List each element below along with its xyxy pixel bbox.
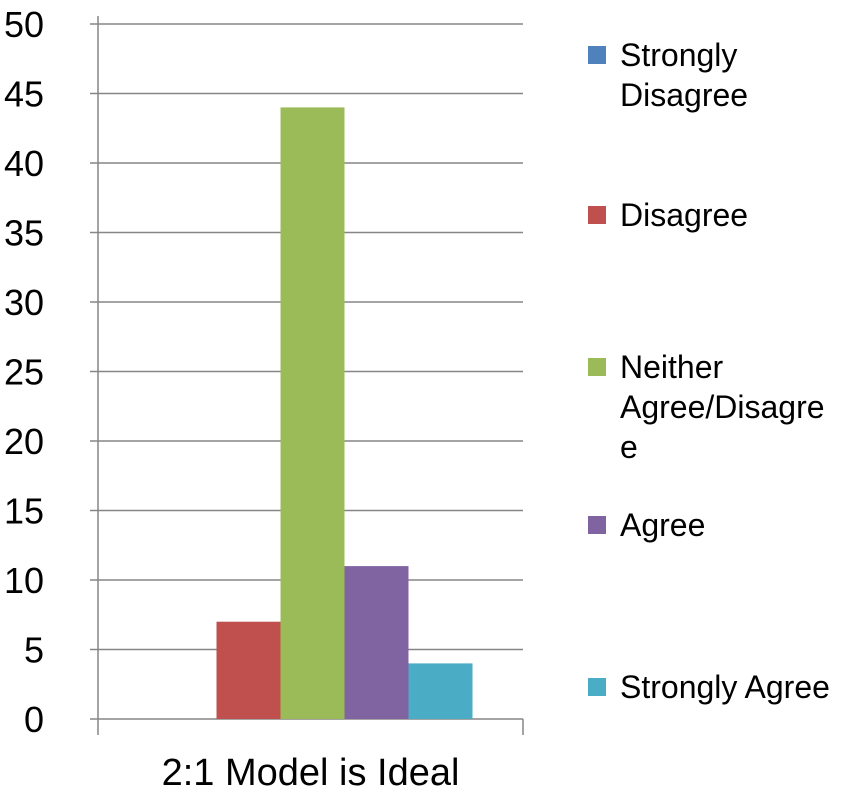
legend-label: Disagree <box>620 197 748 233</box>
legend-swatch <box>588 678 606 696</box>
bars <box>216 107 473 719</box>
y-tick-label: 20 <box>4 421 44 462</box>
bar-neither-agree-disagree <box>280 107 345 719</box>
legend-item-strongly-agree: Strongly Agree <box>588 669 830 705</box>
bar-disagree <box>216 621 281 719</box>
y-tick-label: 40 <box>4 143 44 184</box>
bar-agree <box>344 566 409 719</box>
legend-item-disagree: Disagree <box>588 197 748 233</box>
legend-label: Strongly Agree <box>620 669 830 705</box>
legend-label: Agree <box>620 507 705 543</box>
legend-label: Strongly <box>620 37 737 73</box>
legend-item-neither-agree-disagree: Neither Agree/Disagre e <box>588 349 825 465</box>
y-tick-labels: 0 5 10 15 20 25 30 35 40 45 50 <box>4 4 44 740</box>
legend-swatch <box>588 206 606 224</box>
legend-item-agree: Agree <box>588 507 705 543</box>
legend-label: Disagree <box>620 77 748 113</box>
legend-swatch <box>588 516 606 534</box>
y-tick-label: 50 <box>4 4 44 45</box>
y-tick-label: 10 <box>4 560 44 601</box>
legend: Strongly Disagree Disagree Neither Agree/Dis… <box>588 37 830 705</box>
legend-label: e <box>620 429 638 465</box>
legend-label: Neither <box>620 349 724 385</box>
y-tick-label: 25 <box>4 352 44 393</box>
y-tick-label: 0 <box>24 699 44 740</box>
y-tick-label: 35 <box>4 213 44 254</box>
x-category-label: 2:1 Model is Ideal <box>162 752 460 794</box>
legend-item-strongly-disagree: Strongly Disagree <box>588 37 748 113</box>
legend-label: Agree/Disagre <box>620 389 825 425</box>
bar-strongly-agree <box>408 663 473 719</box>
legend-swatch <box>588 46 606 64</box>
y-tick-label: 15 <box>4 491 44 532</box>
legend-swatch <box>588 358 606 376</box>
y-tick-label: 5 <box>24 630 44 671</box>
x-category-labels: 2:1 Model is Ideal <box>162 752 460 794</box>
y-tick-label: 45 <box>4 74 44 115</box>
y-tick-label: 30 <box>4 282 44 323</box>
